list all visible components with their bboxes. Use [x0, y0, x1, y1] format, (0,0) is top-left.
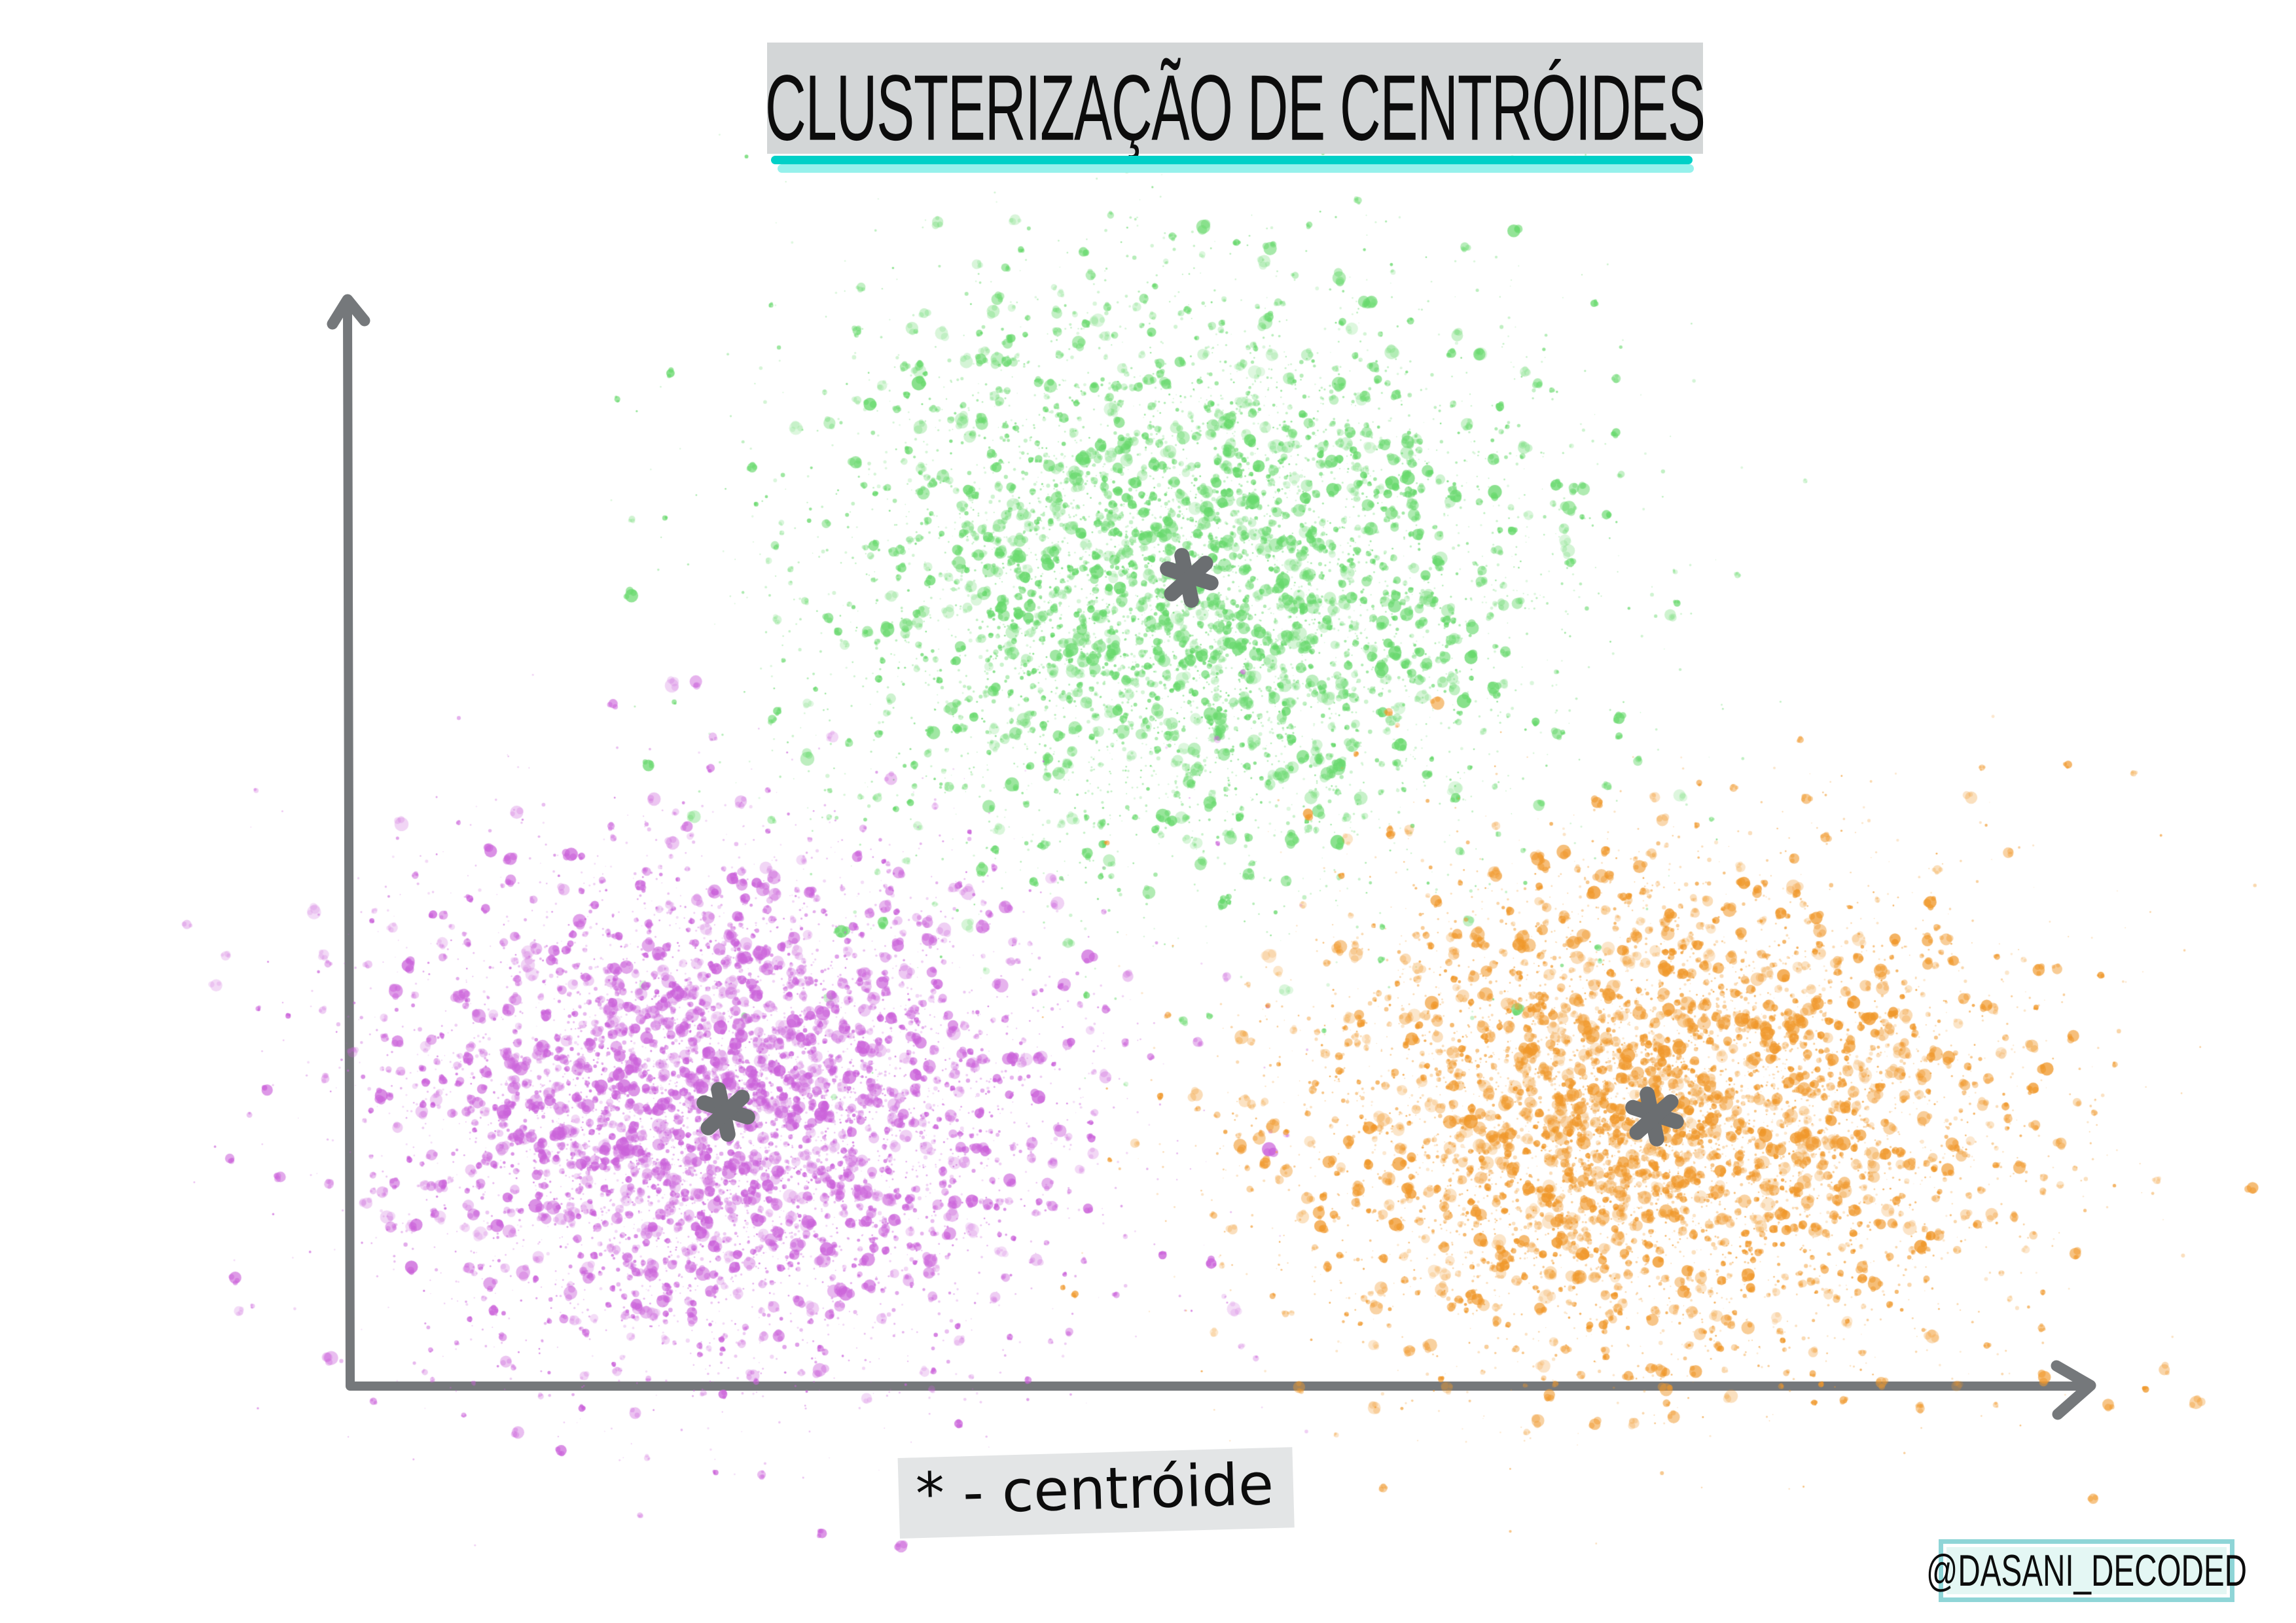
watermark-label: @DASANI_DECODED: [1926, 1546, 2248, 1596]
title-underline-glow: [778, 164, 1694, 173]
chart-title-highlight: CLUSTERIZAÇÃO DE CENTRÓIDES: [765, 43, 1706, 159]
centroid-marker-orange: [1625, 1086, 1684, 1147]
centroid-marker-green: [1160, 548, 1219, 608]
title-underline: [771, 156, 1693, 164]
centroid-marker-stroke: [1164, 556, 1213, 601]
centroid-legend: * - centróide: [897, 1447, 1295, 1539]
centroid-marker-stroke: [1629, 1094, 1679, 1140]
centroid-marker-purple: [696, 1082, 755, 1142]
watermark-badge: @DASANI_DECODED: [1926, 1539, 2247, 1602]
centroid-marker-stroke: [700, 1090, 750, 1135]
chart-title: CLUSTERIZAÇÃO DE CENTRÓIDES: [765, 55, 1706, 160]
centroid-legend-label: * - centróide: [914, 1450, 1275, 1528]
